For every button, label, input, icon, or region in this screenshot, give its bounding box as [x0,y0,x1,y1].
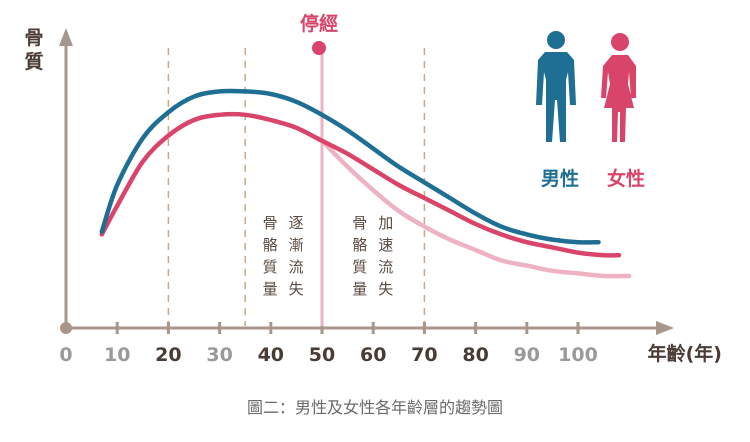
y-axis-label-2: 質 [24,50,43,73]
annotation-1-col2-char-1: 速 [378,236,394,254]
x-tick-label-60: 60 [360,344,386,366]
y-axis-arrow-icon [59,28,73,46]
legend-female-label: 女性 [607,167,645,190]
x-tick-label-40: 40 [258,344,284,366]
annotation-1-col1-char-0: 骨 [352,214,368,232]
annotation-1-col2-char-0: 加 [378,214,394,232]
annotation-1-col1-char-1: 骼 [352,236,368,254]
annotation-0-col1-char-2: 質 [263,258,279,276]
female-series-line [99,111,622,258]
annotation-1-col2-char-3: 失 [378,280,394,298]
annotation-0-col1-char-0: 骨 [263,214,279,232]
annotation-0-col2-char-1: 漸 [289,236,305,254]
x-tick-label-30: 30 [206,344,232,366]
axis-origin [60,322,72,334]
x-tick-label-50: 50 [309,344,335,366]
male-figure-icon [536,31,576,142]
annotation-0-col1-char-3: 量 [263,280,279,298]
x-tick-label-90: 90 [514,344,540,366]
x-tick-label-20: 20 [155,344,181,366]
annotation-0-col1-char-1: 骼 [263,236,279,254]
female-post-menopause-line [319,138,632,279]
y-axis-label-1: 骨 [24,27,43,49]
annotation-1-col1-char-2: 質 [352,258,368,276]
x-tick-label-80: 80 [462,344,488,366]
annotation-0-col2-char-2: 流 [289,258,305,276]
x-tick-label-10: 10 [104,344,130,366]
female-figure-icon [601,33,636,142]
annotation-0-col2-char-3: 失 [289,280,305,298]
legend-male-label: 男性 [541,167,579,190]
menopause-label: 停經 [300,12,338,35]
figure-caption: 圖二：男性及女性各年齡層的趨勢圖 [246,398,503,417]
x-axis-arrow-icon [656,321,674,335]
x-tick-label-100: 100 [558,344,598,366]
annotation-1-col2-char-2: 流 [378,258,394,276]
annotation-0-col2-char-0: 逐 [289,214,305,232]
x-axis-label: 年齡(年) [648,342,722,365]
annotation-1-col1-char-3: 量 [352,280,368,298]
x-tick-label-0: 0 [59,344,72,366]
menopause-marker [312,41,326,55]
x-tick-label-70: 70 [411,344,437,366]
male-series-line [99,88,601,245]
